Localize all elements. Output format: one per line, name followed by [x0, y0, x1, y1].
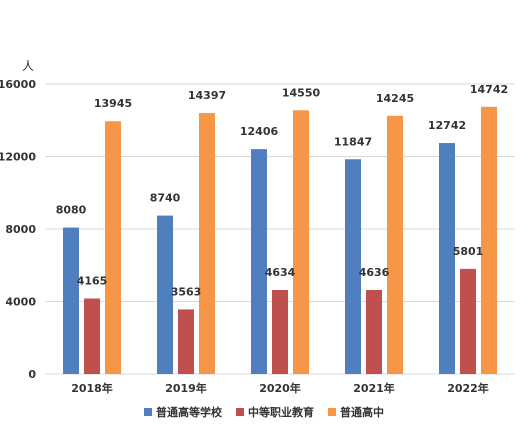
bar — [63, 227, 79, 374]
legend-entry-label: 中等职业教育 — [248, 405, 314, 419]
data-label: 11847 — [334, 135, 372, 148]
y-tick-label: 8000 — [5, 223, 36, 236]
data-label: 14742 — [470, 83, 508, 96]
x-tick-label: 2021年 — [353, 381, 395, 395]
bar — [293, 110, 309, 374]
y-tick-label: 16000 — [0, 78, 36, 91]
bar — [251, 149, 267, 374]
data-label: 4636 — [359, 266, 390, 279]
bar — [366, 289, 382, 374]
bar — [481, 106, 497, 375]
y-axis-unit-label: 人 — [22, 59, 34, 73]
y-tick-label: 0 — [28, 368, 36, 381]
bar — [157, 215, 173, 374]
bar — [387, 115, 403, 374]
y-tick-label: 12000 — [0, 151, 36, 164]
y-axis-ticks: 0 4000 8000 12000 16000 — [0, 78, 36, 381]
data-label: 3563 — [171, 285, 202, 298]
data-label: 14397 — [188, 89, 226, 102]
bar — [345, 159, 361, 374]
x-tick-label: 2022年 — [447, 381, 489, 395]
x-tick-label: 2019年 — [165, 381, 207, 395]
data-label: 4165 — [77, 275, 108, 288]
legend: 普通高等学校 中等职业教育 普通高中 — [144, 405, 384, 419]
bar — [178, 309, 194, 374]
gridlines — [45, 83, 515, 375]
data-labels-group: 8080 4165 13945 8740 3563 14397 12406 4634 14550… — [56, 83, 508, 299]
data-label: 13945 — [94, 97, 132, 110]
legend-swatch — [328, 408, 336, 416]
bars-group — [63, 106, 497, 375]
bar — [439, 143, 455, 374]
x-tick-label: 2020年 — [259, 381, 301, 395]
data-label: 14550 — [282, 86, 321, 99]
data-label: 8080 — [56, 204, 87, 217]
bar — [84, 298, 100, 374]
bar — [105, 121, 121, 374]
data-label: 12742 — [428, 119, 466, 132]
data-label: 5801 — [453, 245, 484, 258]
data-label: 12406 — [240, 125, 279, 138]
legend-swatch — [236, 408, 244, 416]
bar — [199, 113, 215, 374]
bar — [272, 290, 288, 374]
legend-entry-label: 普通高中 — [340, 405, 384, 419]
data-label: 4634 — [265, 266, 296, 279]
legend-swatch — [144, 408, 152, 416]
legend-entry-label: 普通高等学校 — [156, 405, 223, 419]
data-label: 14245 — [376, 92, 414, 105]
data-label: 8740 — [150, 192, 181, 205]
y-tick-label: 4000 — [5, 296, 36, 309]
x-tick-label: 2018年 — [71, 381, 113, 395]
x-axis-ticks: 2018年 2019年 2020年 2021年 2022年 — [71, 381, 489, 395]
bar — [460, 268, 476, 374]
